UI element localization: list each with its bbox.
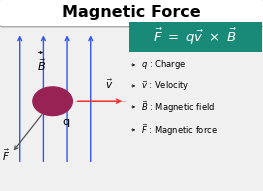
Text: $\vec{v}$$\ $: Velocity: $\vec{v}$$\ $: Velocity bbox=[141, 79, 189, 93]
Text: $\vec{v}$: $\vec{v}$ bbox=[105, 77, 113, 91]
Text: $\vec{B}$: $\vec{B}$ bbox=[37, 57, 46, 73]
Text: q: q bbox=[62, 117, 69, 127]
Text: Magnetic Force: Magnetic Force bbox=[62, 5, 201, 20]
Text: $\vec{F}\ =\ q\vec{v}\ \times\ \vec{B}$: $\vec{F}\ =\ q\vec{v}\ \times\ \vec{B}$ bbox=[153, 27, 237, 47]
Text: $\vec{F}$: $\vec{F}$ bbox=[2, 148, 10, 163]
Text: $q$$\ $: Charge: $q$$\ $: Charge bbox=[141, 58, 186, 71]
Text: $\vec{B}$$\ $: Magnetic field: $\vec{B}$$\ $: Magnetic field bbox=[141, 99, 215, 115]
Text: $\vec{F}$$\ $: Magnetic force: $\vec{F}$$\ $: Magnetic force bbox=[141, 122, 218, 138]
FancyBboxPatch shape bbox=[129, 22, 262, 52]
FancyBboxPatch shape bbox=[0, 0, 263, 27]
Circle shape bbox=[33, 87, 72, 116]
